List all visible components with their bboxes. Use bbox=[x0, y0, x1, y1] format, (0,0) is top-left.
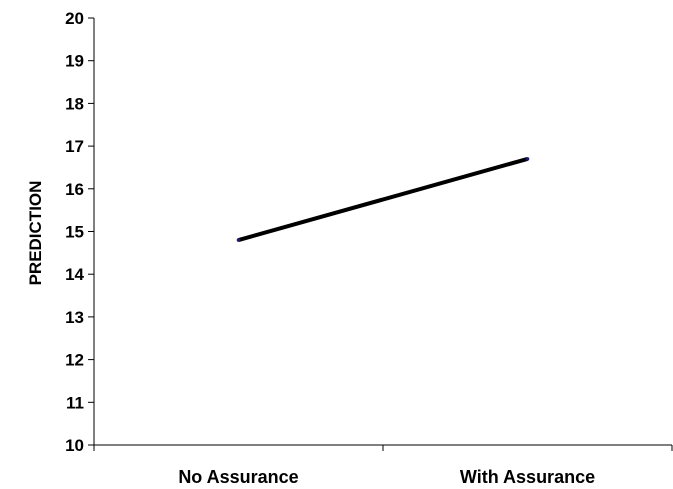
y-tick-label: 18 bbox=[65, 94, 84, 113]
y-tick-label: 13 bbox=[65, 308, 84, 327]
y-tick-label: 15 bbox=[65, 223, 84, 242]
series-area bbox=[236, 156, 530, 242]
y-tick-label: 14 bbox=[65, 265, 84, 284]
y-tick-label: 20 bbox=[65, 9, 84, 28]
y-axis-title: PREDICTION bbox=[26, 181, 45, 286]
x-axis: No Assurance With Assurance bbox=[93, 444, 673, 487]
x-category-label: With Assurance bbox=[460, 467, 595, 487]
y-tick-label: 17 bbox=[65, 137, 84, 156]
y-tick-label: 11 bbox=[66, 393, 84, 412]
series-line bbox=[237, 156, 529, 242]
data-point bbox=[525, 157, 530, 161]
data-point bbox=[236, 238, 241, 242]
y-tick-label: 16 bbox=[65, 180, 84, 199]
y-tick-label: 12 bbox=[65, 351, 84, 370]
y-tick-label: 19 bbox=[65, 52, 84, 71]
x-category-label: No Assurance bbox=[178, 467, 298, 487]
y-axis: 10 11 12 13 14 15 16 17 18 19 20 bbox=[65, 9, 95, 455]
y-tick-label: 10 bbox=[65, 436, 84, 455]
